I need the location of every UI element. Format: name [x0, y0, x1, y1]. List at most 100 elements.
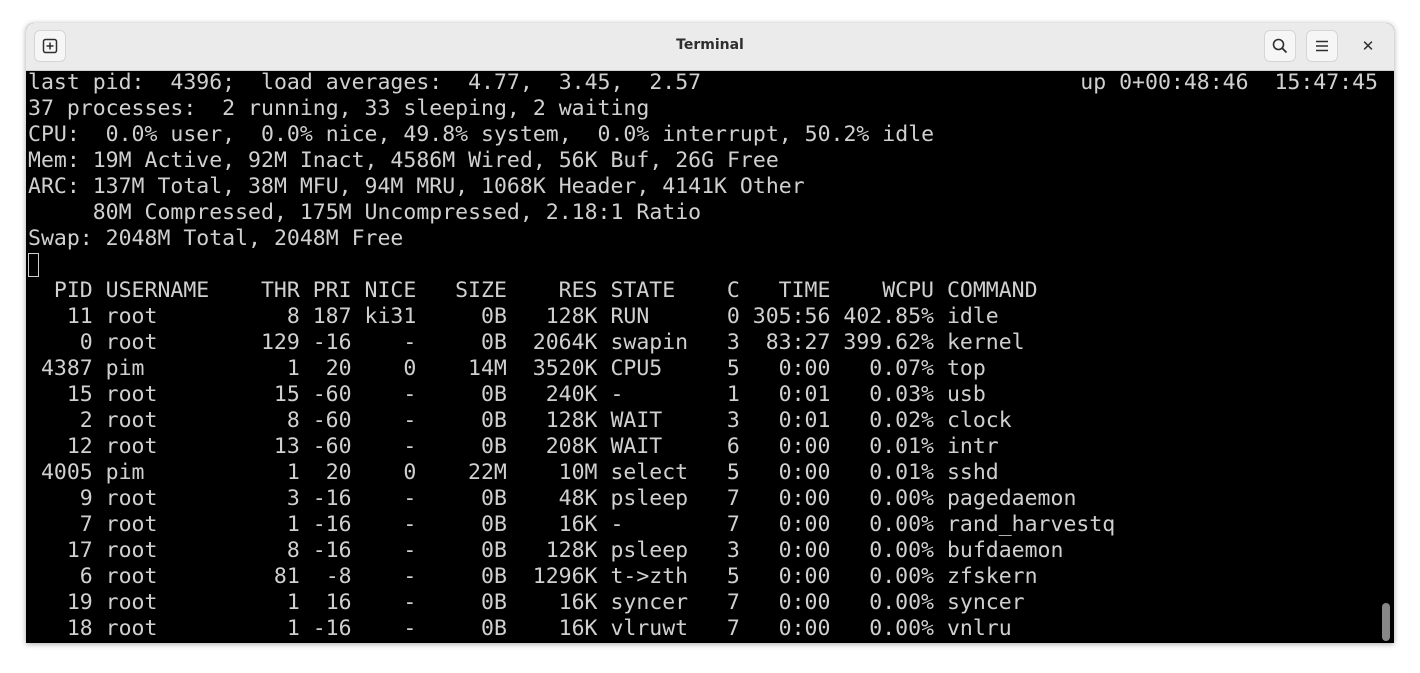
search-icon	[1272, 38, 1288, 54]
table-row: 15 root 15 -60 - 0B 240K - 1 0:01 0.03% usb	[28, 382, 1378, 408]
table-cell: 0B	[481, 486, 507, 511]
table-cell: 0	[79, 330, 93, 355]
table-cell: -16	[312, 616, 352, 641]
text-cursor	[28, 253, 39, 277]
column-header: PID	[53, 278, 93, 303]
table-row: 4387 pim 1 20 0 14M 3520K CPU5 5 0:00 0.07% top	[28, 356, 1378, 382]
table-cell: 1	[286, 460, 300, 485]
table-cell: -60	[312, 382, 352, 407]
table-cell: 240K	[545, 382, 598, 407]
terminal-output[interactable]: last pid: 4396; load averages: 4.77, 3.4…	[28, 70, 1378, 643]
table-cell: 3520K	[532, 356, 598, 381]
table-row: 6 root 81 -8 - 0B 1296K t->zth 5 0:00 0.00% zfsk…	[28, 564, 1378, 590]
table-cell: 0B	[481, 434, 507, 459]
table-cell: 0.02%	[869, 408, 934, 433]
load-averages: last pid: 4396; load averages: 4.77, 3.4…	[28, 70, 702, 95]
table-cell: pim	[105, 460, 145, 485]
table-cell: 22M	[468, 460, 507, 485]
table-cell: 6	[726, 434, 740, 459]
table-cell: 399.62%	[843, 330, 934, 355]
search-button[interactable]	[1264, 30, 1296, 62]
table-cell: 0:00	[778, 538, 831, 563]
table-cell: 11	[66, 304, 93, 329]
table-cell: -16	[312, 330, 352, 355]
table-cell: -	[403, 382, 417, 407]
summary-line: last pid: 4396; load averages: 4.77, 3.4…	[28, 70, 1378, 96]
new-tab-button[interactable]	[34, 30, 66, 62]
scrollbar-thumb[interactable]	[1382, 603, 1390, 641]
table-cell: 128K	[545, 538, 598, 563]
table-cell: usb	[946, 382, 986, 407]
table-cell: -16	[312, 512, 352, 537]
table-row: 2 root 8 -60 - 0B 128K WAIT 3 0:01 0.02% clock	[28, 408, 1378, 434]
table-cell: 0.07%	[869, 356, 934, 381]
table-cell: syncer	[946, 590, 1025, 615]
table-cell: 5	[726, 460, 740, 485]
hamburger-menu-icon	[1316, 40, 1328, 52]
table-cell: root	[105, 434, 158, 459]
table-cell: 1	[286, 590, 300, 615]
table-cell: 0.03%	[869, 382, 934, 407]
table-cell: 3	[726, 330, 740, 355]
column-header: TIME	[778, 278, 831, 303]
column-header: C	[726, 278, 740, 303]
table-cell: -8	[325, 564, 352, 589]
table-cell: 7	[726, 590, 740, 615]
table-cell: root	[105, 304, 158, 329]
table-cell: 0	[403, 356, 417, 381]
table-cell: 0.00%	[869, 616, 934, 641]
table-cell: idle	[946, 304, 999, 329]
table-row: 4005 pim 1 20 0 22M 10M select 5 0:00 0.01% sshd	[28, 460, 1378, 486]
table-cell: 5	[726, 564, 740, 589]
table-cell: 128K	[545, 304, 598, 329]
table-cell: -	[610, 512, 624, 537]
table-cell: 0.00%	[869, 564, 934, 589]
table-cell: 7	[79, 512, 93, 537]
header-bar: Terminal ✕	[26, 23, 1394, 71]
table-cell: psleep	[610, 486, 689, 511]
table-cell: 2	[79, 408, 93, 433]
table-cell: 10M	[558, 460, 598, 485]
table-cell: intr	[946, 434, 999, 459]
menu-button[interactable]	[1306, 30, 1338, 62]
table-cell: 6	[79, 564, 93, 589]
table-cell: 0.00%	[869, 538, 934, 563]
summary-line: 80M Compressed, 175M Uncompressed, 2.18:…	[28, 200, 702, 225]
table-cell: -	[403, 564, 417, 589]
table-cell: 1	[286, 512, 300, 537]
table-cell: 1296K	[532, 564, 598, 589]
table-cell: 12	[66, 434, 93, 459]
table-cell: pim	[105, 356, 145, 381]
process-table: PID USERNAME THR PRI NICE SIZE RES STATE C TIME…	[28, 278, 1378, 642]
summary-line: Swap: 2048M Total, 2048M Free	[28, 226, 404, 251]
table-cell: root	[105, 512, 158, 537]
table-cell: root	[105, 408, 158, 433]
table-cell: 0:00	[778, 616, 831, 641]
table-cell: 9	[79, 486, 93, 511]
table-cell: 0B	[481, 382, 507, 407]
table-cell: WAIT	[610, 408, 663, 433]
table-cell: root	[105, 330, 158, 355]
table-row: 7 root 1 -16 - 0B 16K - 7 0:00 0.00% rand_harves…	[28, 512, 1378, 538]
table-cell: -60	[312, 434, 352, 459]
column-header: NICE	[364, 278, 417, 303]
table-cell: 0:00	[778, 356, 831, 381]
table-cell: -	[610, 382, 624, 407]
table-row: 18 root 1 -16 - 0B 16K vlruwt 7 0:00 0.00% vnlru	[28, 616, 1378, 642]
table-cell: 83:27	[765, 330, 831, 355]
table-cell: 8	[286, 304, 300, 329]
table-cell: 128K	[545, 408, 598, 433]
close-button[interactable]: ✕	[1352, 30, 1384, 62]
summary-line: Mem: 19M Active, 92M Inact, 4586M Wired,…	[28, 148, 779, 173]
table-cell: 0	[726, 304, 740, 329]
table-cell: 0:01	[778, 408, 831, 433]
table-cell: root	[105, 486, 158, 511]
close-icon: ✕	[1361, 37, 1375, 55]
table-cell: 4005	[40, 460, 93, 485]
table-cell: 0:00	[778, 434, 831, 459]
table-cell: top	[946, 356, 986, 381]
table-cell: root	[105, 382, 158, 407]
table-cell: 20	[325, 460, 352, 485]
table-cell: 15	[273, 382, 300, 407]
table-cell: -	[403, 590, 417, 615]
